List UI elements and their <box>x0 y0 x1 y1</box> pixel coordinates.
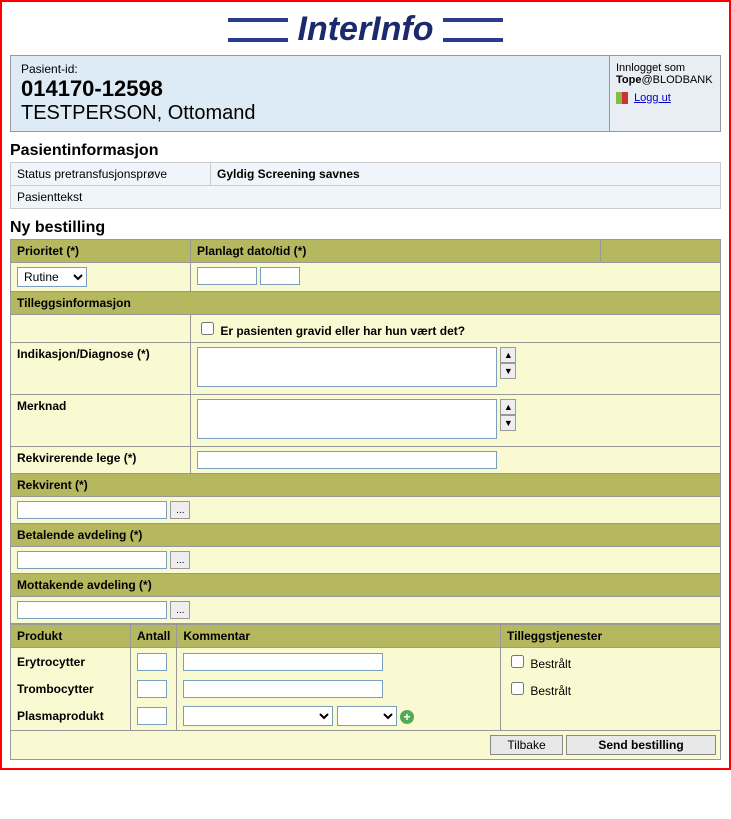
requester-lookup-button[interactable]: ... <box>170 501 190 519</box>
planned-date-input[interactable] <box>197 267 257 285</box>
pregnant-cell: Er pasienten gravid eller har hun vært d… <box>191 315 721 343</box>
indication-scroll: ▲ ▼ <box>500 347 516 379</box>
priority-cell: Rutine <box>11 263 191 292</box>
login-box: Innlogget som Tope@BLODBANK Logg ut <box>610 56 720 131</box>
scroll-down-icon[interactable]: ▼ <box>500 363 516 379</box>
indication-textarea[interactable] <box>197 347 497 387</box>
product-row: Trombocytter Bestrålt <box>11 675 721 702</box>
paying-dept-cell: ... <box>11 547 721 574</box>
comment-input[interactable] <box>183 653 383 671</box>
amount-input[interactable] <box>137 680 167 698</box>
amount-input[interactable] <box>137 653 167 671</box>
back-button[interactable]: Tilbake <box>490 735 562 755</box>
indication-label: Indikasjon/Diagnose (*) <box>11 343 191 395</box>
service-checkbox[interactable] <box>511 655 524 668</box>
requester-header: Rekvirent (*) <box>11 474 721 497</box>
product-row: Erytrocytter Bestrålt <box>11 648 721 676</box>
pregnant-label-cell <box>11 315 191 343</box>
logo-wrap: InterInfo <box>10 10 721 49</box>
app-frame: InterInfo Pasient-id: 014170-12598 TESTP… <box>0 0 731 770</box>
extra-info-header: Tilleggsinformasjon <box>11 292 721 315</box>
priority-select[interactable]: Rutine <box>17 267 87 287</box>
patient-name: TESTPERSON, Ottomand <box>21 102 599 125</box>
amount-input[interactable] <box>137 707 167 725</box>
patient-info-title: Pasientinformasjon <box>10 142 721 160</box>
product-name: Erytrocytter <box>11 648 131 676</box>
product-row: Plasmaprodukt + <box>11 702 721 731</box>
header-box: Pasient-id: 014170-12598 TESTPERSON, Ott… <box>10 55 721 132</box>
add-icon[interactable]: + <box>400 710 414 724</box>
paying-dept-lookup-button[interactable]: ... <box>170 551 190 569</box>
logged-in-label: Innlogget som <box>616 62 714 74</box>
scroll-down-icon[interactable]: ▼ <box>500 415 516 431</box>
paying-dept-input[interactable] <box>17 551 167 569</box>
pregnant-checkbox[interactable] <box>201 322 214 335</box>
patient-id-label: Pasient-id: <box>21 62 599 76</box>
logged-in-user: Tope@BLODBANK <box>616 74 714 86</box>
patient-box: Pasient-id: 014170-12598 TESTPERSON, Ott… <box>11 56 610 131</box>
col-amount: Antall <box>131 625 177 648</box>
scroll-up-icon[interactable]: ▲ <box>500 347 516 363</box>
product-name: Trombocytter <box>11 675 131 702</box>
requester-input[interactable] <box>17 501 167 519</box>
requester-cell: ... <box>11 497 721 524</box>
col-product: Produkt <box>11 625 131 648</box>
plasma-select-1[interactable] <box>183 706 333 726</box>
plasma-select-2[interactable] <box>337 706 397 726</box>
receiving-dept-lookup-button[interactable]: ... <box>170 601 190 619</box>
service-label: Bestrålt <box>530 684 571 698</box>
logout-row: Logg ut <box>616 92 714 104</box>
patient-id: 014170-12598 <box>21 76 599 102</box>
patient-info-table: Status pretransfusjonsprøve Gyldig Scree… <box>10 162 721 209</box>
paying-dept-header: Betalende avdeling (*) <box>11 524 721 547</box>
req-doctor-label: Rekvirerende lege (*) <box>11 447 191 474</box>
remark-cell: ▲ ▼ <box>191 395 721 447</box>
priority-header: Prioritet (*) <box>11 240 191 263</box>
receiving-dept-input[interactable] <box>17 601 167 619</box>
patient-text-label: Pasienttekst <box>11 186 721 209</box>
comment-input[interactable] <box>183 680 383 698</box>
status-value: Gyldig Screening savnes <box>211 163 721 186</box>
app-logo: InterInfo <box>218 10 514 49</box>
blank-header <box>601 240 721 263</box>
service-checkbox[interactable] <box>511 682 524 695</box>
pregnant-label: Er pasienten gravid eller har hun vært d… <box>220 324 465 338</box>
scroll-up-icon[interactable]: ▲ <box>500 399 516 415</box>
remark-textarea[interactable] <box>197 399 497 439</box>
remark-scroll: ▲ ▼ <box>500 399 516 431</box>
products-table: Produkt Antall Kommentar Tilleggstjenest… <box>10 624 721 731</box>
order-form: Prioritet (*) Planlagt dato/tid (*) Ruti… <box>10 239 721 624</box>
receiving-dept-cell: ... <box>11 597 721 624</box>
col-services: Tilleggstjenester <box>501 625 721 648</box>
col-comment: Kommentar <box>177 625 501 648</box>
planned-time-input[interactable] <box>260 267 300 285</box>
service-label: Bestrålt <box>530 657 571 671</box>
button-row: Tilbake Send bestilling <box>10 731 721 760</box>
planned-header: Planlagt dato/tid (*) <box>191 240 601 263</box>
logout-link[interactable]: Logg ut <box>634 92 671 104</box>
receiving-dept-header: Mottakende avdeling (*) <box>11 574 721 597</box>
planned-cell <box>191 263 721 292</box>
req-doctor-input[interactable] <box>197 451 497 469</box>
product-name: Plasmaprodukt <box>11 702 131 731</box>
order-title: Ny bestilling <box>10 219 721 237</box>
indication-cell: ▲ ▼ <box>191 343 721 395</box>
status-label: Status pretransfusjonsprøve <box>11 163 211 186</box>
req-doctor-cell <box>191 447 721 474</box>
logout-icon <box>616 92 628 104</box>
remark-label: Merknad <box>11 395 191 447</box>
send-button[interactable]: Send bestilling <box>566 735 716 755</box>
